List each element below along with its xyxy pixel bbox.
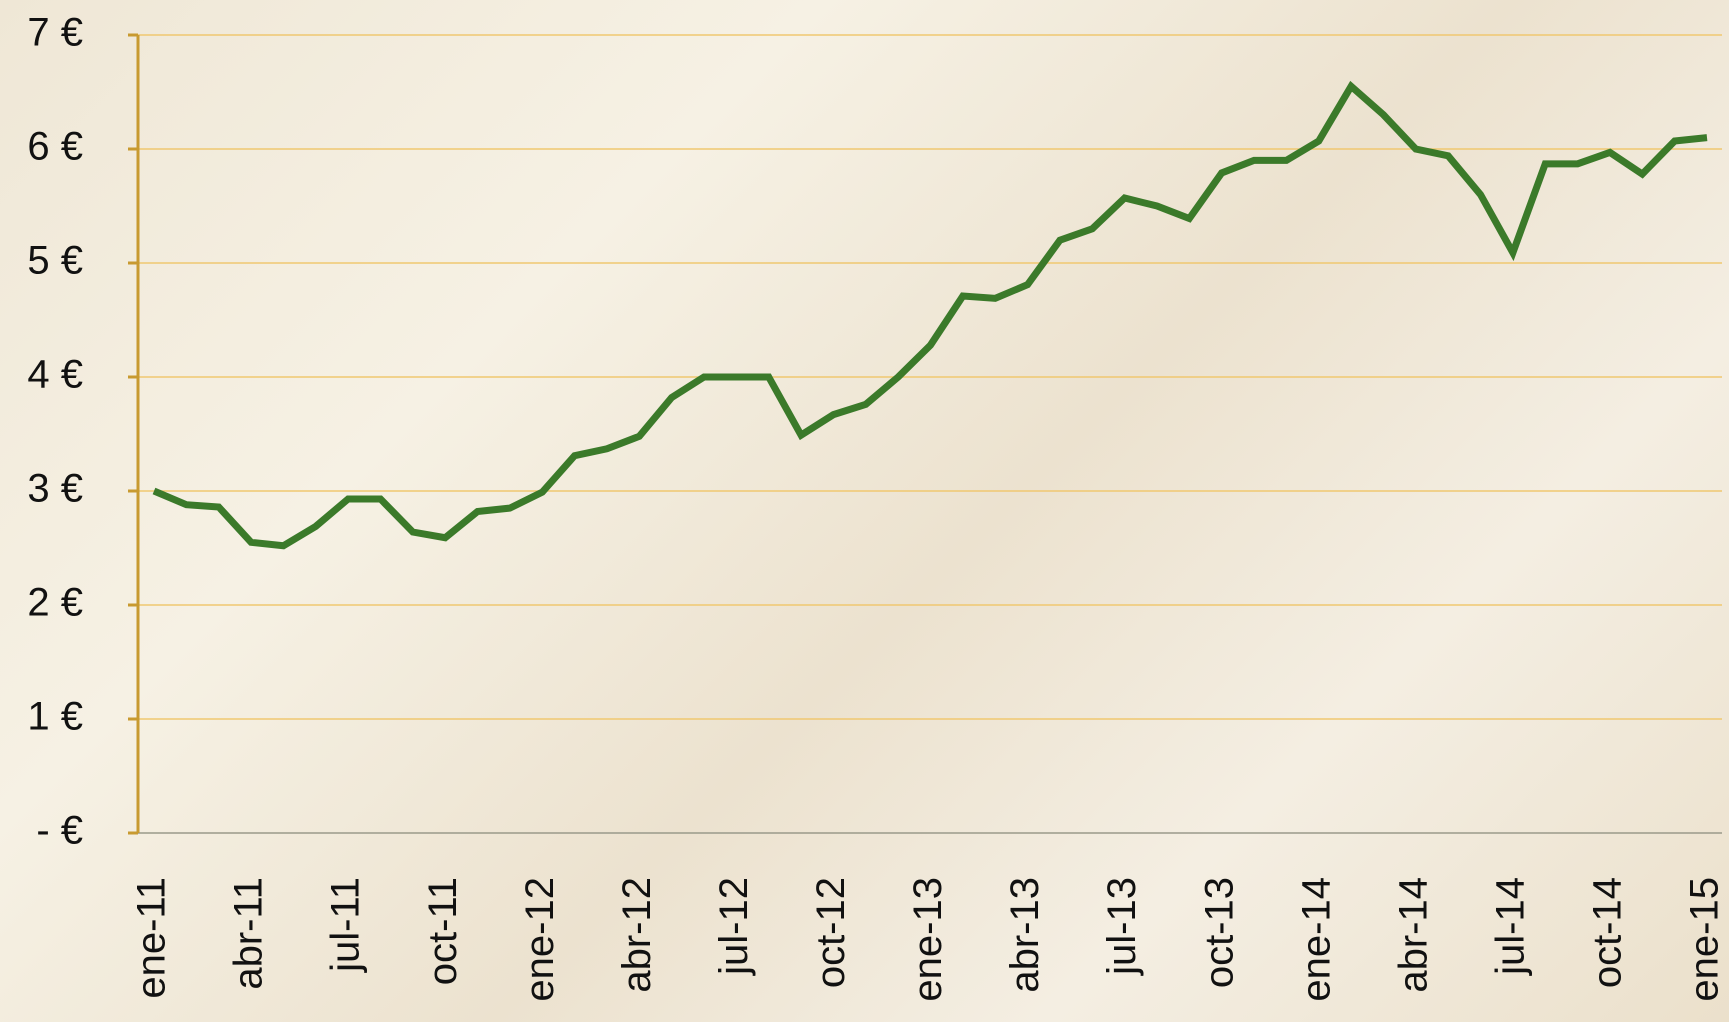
x-tick-label: jul-13 [1100, 877, 1144, 976]
x-tick-label: oct-14 [1586, 877, 1630, 988]
x-tick-label: ene-13 [906, 877, 950, 1002]
chart: - € 1 € 2 € 3 € 4 € 5 € 6 € 7 € ene-11 abr-11 jul-… [0, 0, 1729, 1022]
x-tick-label: jul-12 [712, 877, 756, 976]
x-tick-label: oct-11 [421, 877, 465, 985]
y-tick-label: 2 € [27, 581, 83, 625]
y-tick-label: 7 € [27, 11, 83, 55]
x-tick-label: oct-12 [809, 877, 853, 988]
y-tick-label: 6 € [27, 125, 83, 169]
x-tick-label: jul-11 [324, 877, 368, 973]
y-tick-label: 4 € [27, 353, 83, 397]
y-tick-label: 5 € [27, 239, 83, 283]
x-tick-label: ene-15 [1683, 877, 1727, 1002]
x-tick-label: ene-14 [1294, 877, 1338, 1002]
x-tick-label: abr-14 [1391, 877, 1435, 993]
x-tick-label: abr-11 [227, 877, 271, 990]
y-tick-label: - € [36, 809, 83, 853]
x-tick-label: ene-12 [518, 877, 562, 1002]
x-tick-label: ene-11 [130, 877, 174, 999]
x-tick-label: abr-12 [615, 877, 659, 993]
line [154, 86, 1707, 545]
x-tick-label: abr-13 [1003, 877, 1047, 993]
y-tick-label: 3 € [27, 467, 83, 511]
x-tick-label: jul-14 [1488, 877, 1532, 976]
y-tick-label: 1 € [27, 695, 83, 739]
x-tick-label: oct-13 [1197, 877, 1241, 988]
